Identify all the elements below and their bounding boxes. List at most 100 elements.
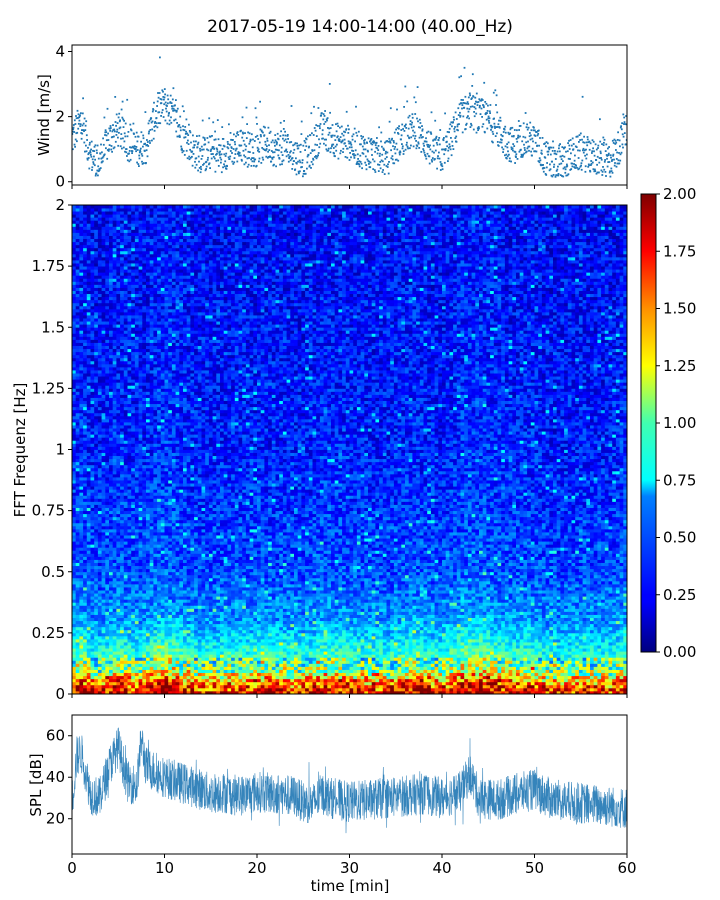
wind-point [78, 116, 80, 119]
spectrogram-cell [75, 238, 80, 243]
wind-point [275, 165, 277, 168]
spectrogram-cell [134, 577, 139, 582]
wind-point [522, 135, 525, 138]
wind-point [320, 114, 322, 117]
spectrogram-cell [97, 284, 102, 288]
spectrogram-cell [79, 412, 84, 417]
wind-point [502, 131, 505, 133]
spectrogram-cell [138, 461, 143, 466]
spectrogram-cell [79, 266, 84, 270]
spectrogram-cell [138, 541, 143, 545]
wind-point [97, 157, 100, 160]
spectrogram-cell [109, 684, 114, 689]
spectrogram-cell [134, 382, 139, 386]
wind-point [224, 160, 227, 163]
spectrogram-cell [123, 440, 128, 444]
wind-point [601, 170, 604, 173]
spectrogram-cell [94, 269, 99, 273]
spectrogram-cell [120, 431, 125, 435]
spectrogram-cell [138, 489, 143, 493]
spectrogram-cell [138, 431, 143, 435]
spectrogram-cell [101, 244, 106, 249]
wind-point [549, 146, 552, 149]
spectrogram-cell [116, 348, 121, 353]
wind-point [104, 129, 107, 132]
spectrogram-cell [94, 281, 99, 285]
wind-point [392, 145, 394, 148]
spectrogram-cell [123, 443, 128, 447]
spectrogram-cell [101, 645, 106, 649]
wind-point [359, 161, 362, 163]
spectrogram-cell [142, 660, 147, 664]
spectrogram-cell [142, 351, 147, 356]
wind-point [327, 127, 329, 129]
spectrogram-cell [116, 669, 121, 674]
spectrogram-cell [105, 394, 110, 398]
wind-point [262, 158, 265, 161]
spectrogram-cell [138, 657, 143, 661]
spectrogram-cell [127, 657, 132, 661]
spectrogram-cell [112, 421, 117, 426]
spectrogram-cell [109, 302, 114, 307]
spectrogram-cell [112, 678, 117, 683]
spectrogram-cell [112, 214, 117, 218]
wind-point [249, 140, 252, 143]
spectrogram-cell [138, 690, 143, 694]
spectrogram-cell [105, 559, 110, 563]
spectrogram-cell [97, 498, 102, 502]
spectrogram-cell [94, 669, 99, 674]
spectrogram-cell [134, 492, 139, 496]
spectrogram-cell [127, 351, 132, 356]
spectrogram-cell [134, 614, 139, 618]
wind-point [123, 140, 126, 143]
spectrogram-cell [123, 205, 128, 209]
spectrogram-cell [94, 223, 99, 227]
spectrogram-cell [134, 437, 139, 441]
spectrogram-cell [134, 308, 139, 313]
spectrogram-cell [90, 336, 95, 340]
spectrogram-cell [75, 452, 80, 457]
spectrogram-cell [109, 412, 114, 417]
wind-point [285, 148, 288, 151]
spectrogram-cell [112, 296, 117, 301]
spectrogram-cell [101, 232, 106, 236]
spectrogram-cell [127, 428, 132, 432]
spectrogram-cell [109, 477, 114, 481]
wind-point [203, 162, 205, 165]
wind-point [424, 140, 427, 143]
wind-point [340, 149, 342, 152]
spectrogram-cell [131, 311, 136, 316]
wind-point [557, 173, 560, 175]
spectrogram-cell [105, 565, 110, 570]
wind-point [455, 140, 458, 143]
spectrogram-cell [86, 315, 91, 319]
wind-point [210, 153, 213, 155]
spectrogram-cell [105, 547, 110, 551]
spectrogram-cell [105, 486, 110, 490]
wind-point [147, 132, 150, 135]
spectrogram-cell [120, 415, 125, 420]
spectrogram-cell [83, 260, 88, 264]
wind-point [611, 158, 614, 161]
wind-point [428, 146, 430, 148]
wind-point [555, 170, 558, 172]
wind-point [589, 142, 592, 145]
spectrogram-cell [90, 250, 95, 255]
spectrogram-cell [131, 458, 136, 463]
spectrogram-cell [72, 406, 77, 411]
wind-point [558, 144, 561, 147]
spectrogram-cell [127, 214, 132, 218]
spectrogram-cell [131, 489, 136, 493]
spectrogram-cell [90, 366, 95, 371]
spectrogram-cell [112, 495, 117, 499]
wind-point [80, 137, 83, 140]
spectrogram-cell [134, 391, 139, 395]
spectrogram-cell [79, 461, 84, 466]
spectrogram-cell [123, 590, 128, 594]
wind-point [124, 150, 126, 153]
wind-point [422, 142, 425, 145]
spectrogram-cell [116, 217, 121, 221]
spectrogram-cell [90, 501, 95, 505]
wind-point [142, 134, 145, 137]
spectrogram-cell [83, 247, 88, 252]
